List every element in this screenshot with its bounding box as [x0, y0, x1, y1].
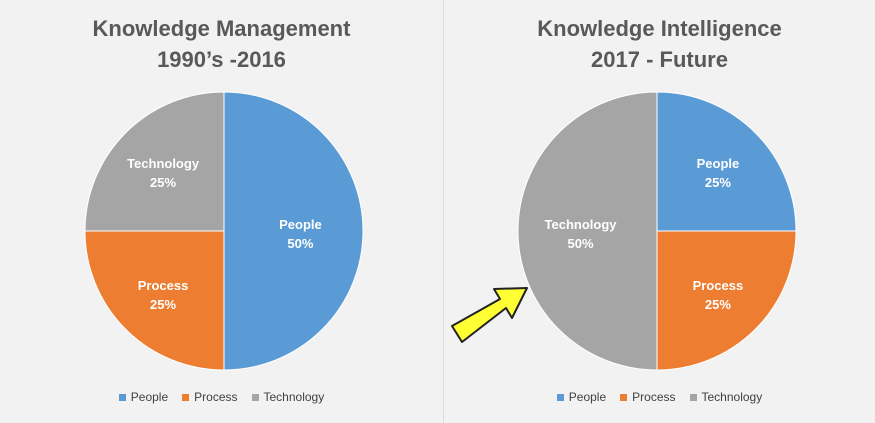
pie-slice-technology [84, 91, 225, 232]
slice-label-technology: Technology [127, 156, 200, 171]
legend-item-process: Process [182, 390, 238, 404]
slice-label-technology: Technology [545, 217, 618, 232]
legend-swatch-people [118, 393, 126, 401]
legend-item-people: People [118, 390, 169, 404]
pie-chart-knowledge-management: People 50% Process 25% Technology 25% [84, 91, 364, 371]
legend-item-process: Process [620, 390, 676, 404]
pie-slice-technology [517, 91, 658, 371]
slice-value-technology: 25% [150, 175, 176, 190]
legend-label-process: Process [194, 390, 238, 404]
chart-panel-knowledge-intelligence: Knowledge Intelligence 2017 - Future Peo… [444, 0, 875, 423]
chart-legend: People Process Technology [444, 390, 875, 404]
slice-value-people: 25% [705, 175, 731, 190]
chart-legend: People Process Technology [0, 390, 443, 404]
slice-value-technology: 50% [568, 236, 594, 251]
legend-label-people: People [130, 390, 169, 404]
pie-chart-knowledge-intelligence: People 25% Process 25% Technology 50% [517, 91, 797, 371]
legend-label-technology: Technology [701, 390, 763, 404]
pie-slice-process [656, 230, 797, 371]
chart-panel-knowledge-management: Knowledge Management 1990’s -2016 People… [0, 0, 444, 423]
chart-title: Knowledge Intelligence 2017 - Future [444, 13, 875, 75]
slice-label-people: People [697, 156, 740, 171]
legend-label-technology: Technology [263, 390, 325, 404]
slice-label-people: People [279, 217, 322, 232]
legend-swatch-technology [689, 393, 697, 401]
slice-label-process: Process [693, 278, 744, 293]
legend-swatch-people [556, 393, 564, 401]
chart-title-line-1: Knowledge Management [92, 16, 351, 41]
legend-swatch-process [620, 393, 628, 401]
pie-slice-people [656, 91, 797, 232]
chart-title-line-1: Knowledge Intelligence [537, 16, 782, 41]
legend-swatch-process [182, 393, 190, 401]
legend-item-technology: Technology [689, 390, 763, 404]
legend-swatch-technology [251, 393, 259, 401]
slice-value-process: 25% [705, 297, 731, 312]
slice-label-process: Process [138, 278, 189, 293]
chart-title: Knowledge Management 1990’s -2016 [0, 13, 443, 75]
legend-item-people: People [556, 390, 607, 404]
pie-slice-people [223, 91, 364, 371]
legend-label-people: People [568, 390, 607, 404]
legend-label-process: Process [632, 390, 676, 404]
slice-value-people: 50% [287, 236, 313, 251]
chart-title-line-2: 1990’s -2016 [157, 47, 286, 72]
legend-item-technology: Technology [251, 390, 325, 404]
slice-value-process: 25% [150, 297, 176, 312]
chart-title-line-2: 2017 - Future [591, 47, 728, 72]
pie-slice-process [84, 230, 225, 371]
